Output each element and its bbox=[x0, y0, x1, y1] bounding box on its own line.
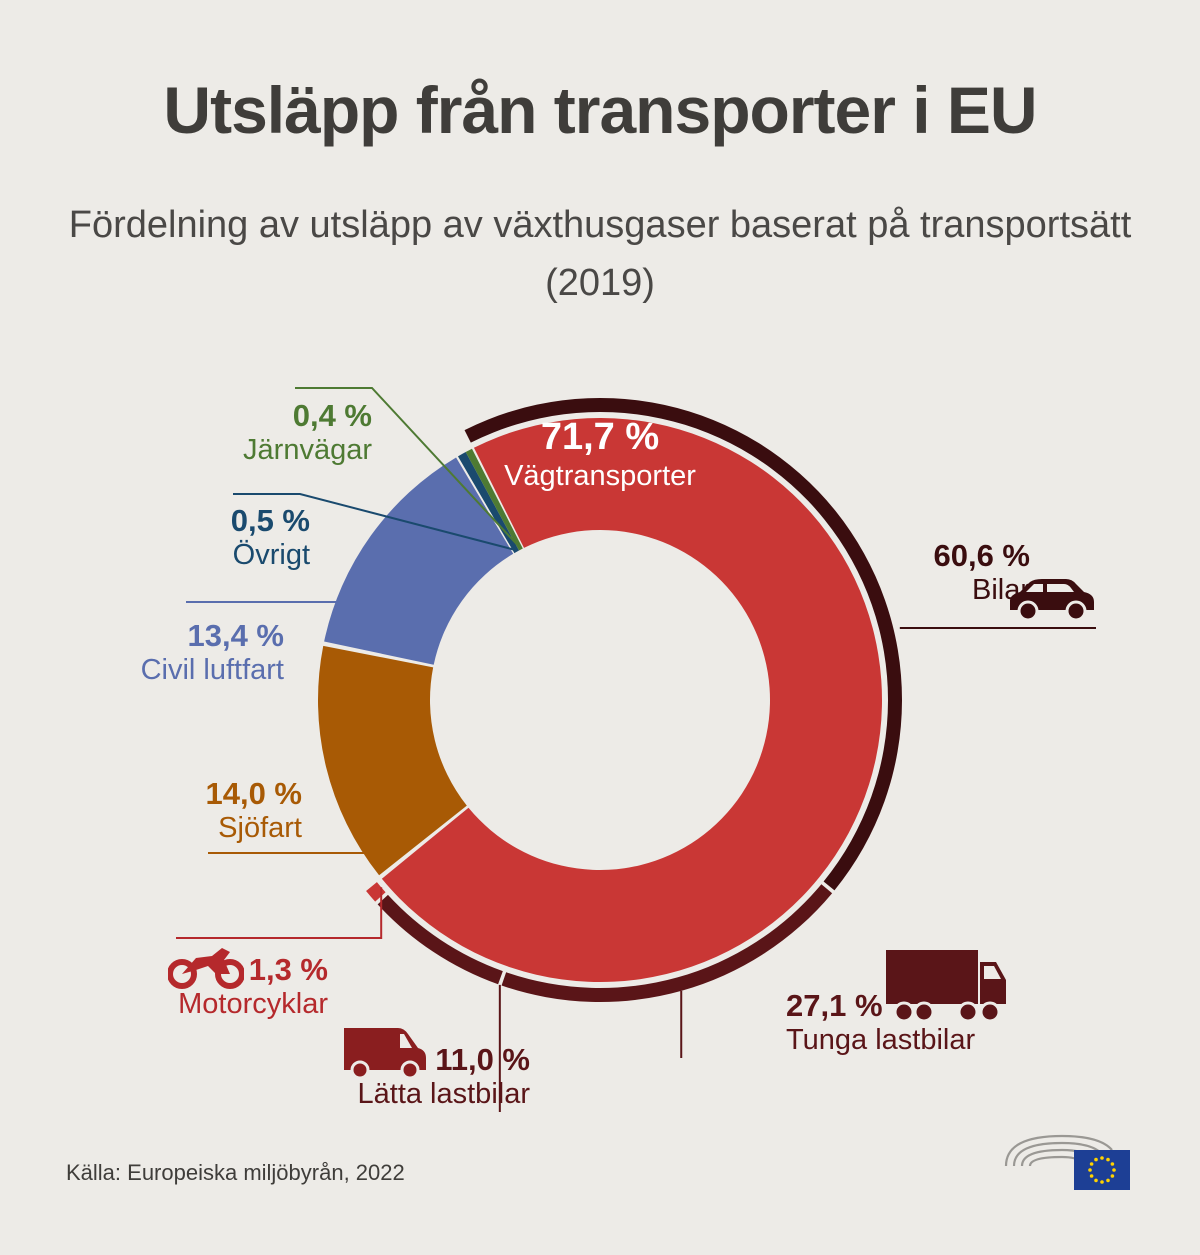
truck-icon bbox=[886, 950, 1006, 1023]
cars-value: 60,6 % bbox=[933, 538, 1030, 573]
label-other: 0,5 % Övrigt bbox=[150, 503, 310, 572]
source-note: Källa: Europeiska miljöbyrån, 2022 bbox=[66, 1160, 405, 1185]
chart-title: Utsläpp från transporter i EU bbox=[163, 73, 1037, 147]
label-maritime: 14,0 % Sjöfart bbox=[150, 776, 302, 845]
other-value: 0,5 % bbox=[230, 503, 310, 538]
label-light-trucks: 11,0 % Lätta lastbilar bbox=[340, 1042, 531, 1111]
label-road: 71,7 % Vägtransporter bbox=[490, 416, 710, 493]
rail-value: 0,4 % bbox=[292, 398, 372, 433]
ring-heavy-trucks bbox=[501, 884, 833, 1002]
ring-cars bbox=[464, 398, 902, 891]
leader-rail bbox=[295, 387, 521, 549]
van-icon bbox=[344, 1028, 426, 1080]
label-motorcycles: 1,3 % Motorcyklar bbox=[160, 952, 328, 1021]
light-trucks-value: 11,0 % bbox=[435, 1042, 530, 1077]
aviation-name: Civil luftfart bbox=[140, 653, 284, 686]
segment-maritime bbox=[318, 645, 467, 876]
label-rail: 0,4 % Järnvägar bbox=[200, 398, 372, 467]
maritime-value: 14,0 % bbox=[205, 776, 302, 811]
leader-motorcycles bbox=[176, 887, 383, 939]
label-heavy-trucks: 27,1 % Tunga lastbilar bbox=[786, 988, 1006, 1057]
subtitle-line-1: Fördelning av utsläpp av växthusgaser ba… bbox=[68, 204, 1132, 246]
aviation-value: 13,4 % bbox=[187, 618, 284, 653]
european-parliament-logo bbox=[1004, 1134, 1130, 1190]
car-icon bbox=[1010, 579, 1094, 622]
motorcycles-name: Motorcyklar bbox=[178, 987, 328, 1020]
road-name: Vägtransporter bbox=[504, 459, 696, 492]
motorcycles-value: 1,3 % bbox=[248, 952, 328, 987]
segment-road bbox=[381, 418, 882, 982]
chart-subtitle: Fördelning av utsläpp av växthusgaser ba… bbox=[0, 196, 1200, 312]
segment-rail bbox=[465, 448, 523, 551]
subtitle-line-2: (2019) bbox=[545, 262, 655, 304]
leader-other bbox=[233, 493, 516, 552]
heavy-trucks-value: 27,1 % bbox=[786, 988, 883, 1023]
ring-motorcycles bbox=[366, 882, 386, 902]
label-aviation: 13,4 % Civil luftfart bbox=[100, 618, 284, 687]
segment-aviation bbox=[324, 457, 514, 665]
other-name: Övrigt bbox=[232, 538, 310, 571]
ring-light-trucks bbox=[377, 894, 503, 985]
road-value: 71,7 % bbox=[540, 416, 660, 458]
rail-name: Järnvägar bbox=[243, 433, 372, 466]
light-trucks-name: Lätta lastbilar bbox=[357, 1077, 531, 1110]
maritime-name: Sjöfart bbox=[218, 811, 302, 844]
motorcycle-icon bbox=[168, 948, 244, 989]
label-cars: 60,6 % Bilar bbox=[900, 538, 1030, 607]
segment-other bbox=[457, 452, 520, 554]
heavy-trucks-name: Tunga lastbilar bbox=[786, 1023, 976, 1056]
